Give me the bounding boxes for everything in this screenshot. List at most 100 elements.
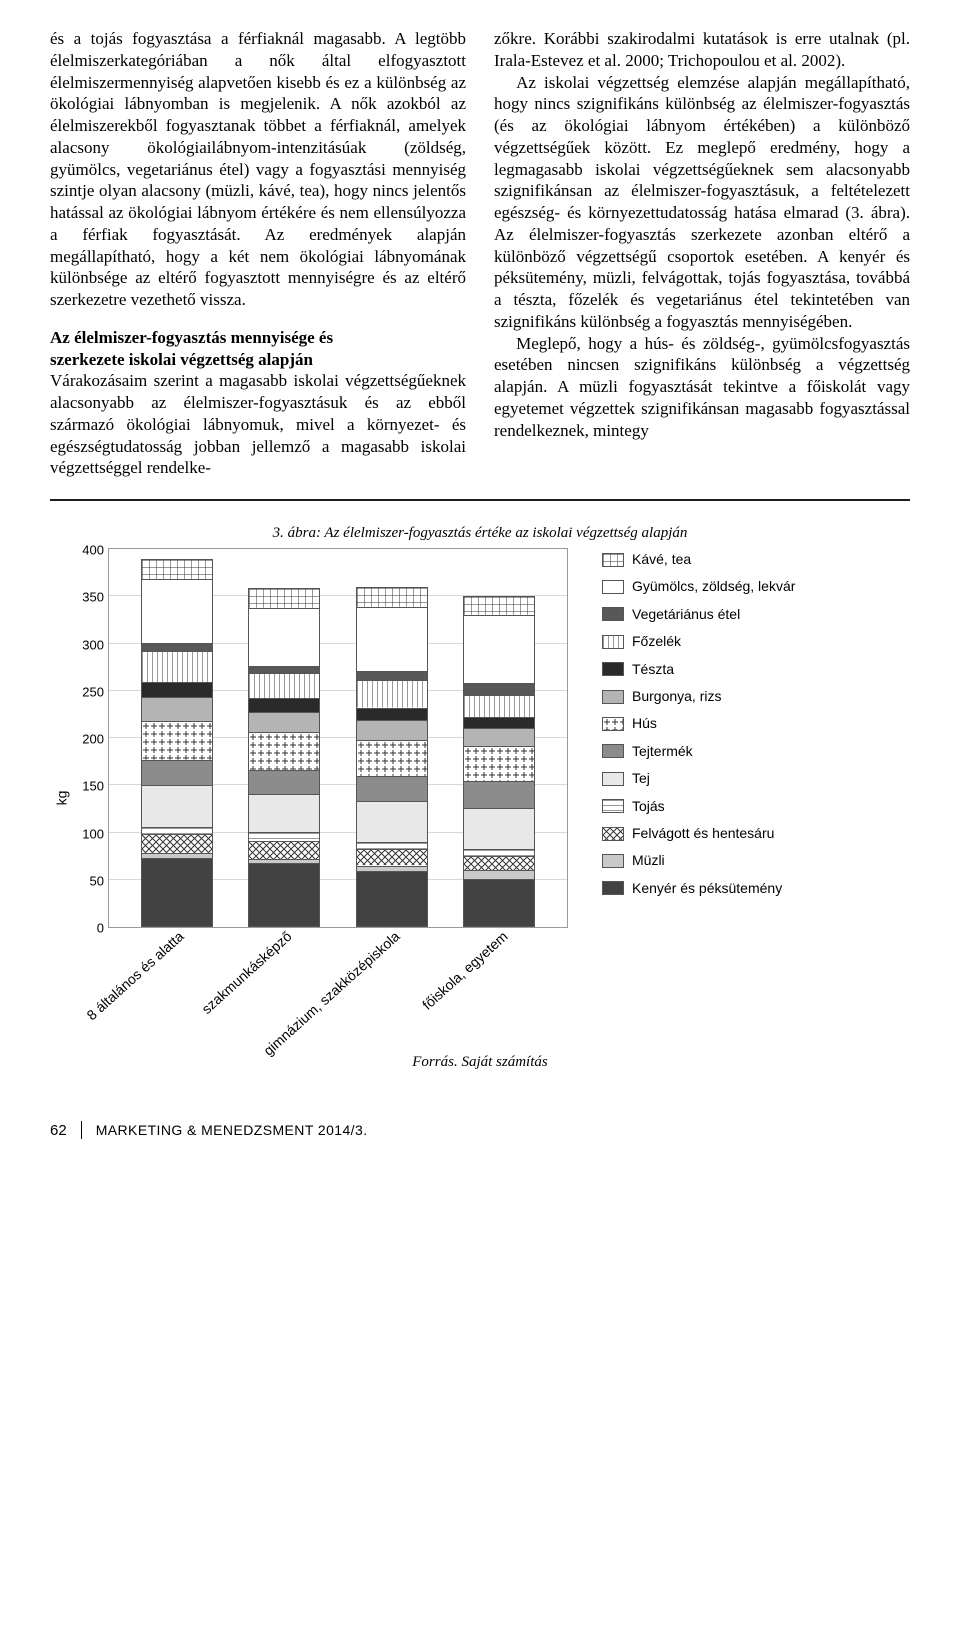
bar-segment-tej: [463, 809, 535, 851]
legend-swatch: [602, 607, 624, 621]
legend-label: Müzli: [632, 853, 665, 868]
bar-segment-felvagott: [463, 857, 535, 871]
legend-swatch: [602, 799, 624, 813]
bar-column: [141, 559, 213, 927]
page-number: 62: [50, 1122, 67, 1139]
bar-segment-fozelek: [356, 681, 428, 708]
para-4: Az iskolai végzettség elemzése alapján m…: [494, 72, 910, 333]
bar-segment-muzli: [248, 860, 320, 864]
bar-segment-hus: [463, 747, 535, 782]
bar-segment-fozelek: [463, 696, 535, 719]
journal-title: MARKETING & MENEDZSMENT 2014/3.: [96, 1122, 368, 1138]
legend-item-muzli: Müzli: [602, 853, 910, 868]
bar-segment-gyumolcs_zoldseg: [248, 609, 320, 668]
left-column: és a tojás fogyasztása a férfiaknál maga…: [50, 28, 466, 479]
bar-segment-burgonya_rizs: [141, 698, 213, 722]
bar-segment-hus: [248, 733, 320, 771]
legend-label: Felvágott és hentesáru: [632, 826, 774, 841]
bar-segment-burgonya_rizs: [463, 729, 535, 747]
y-tick: 50: [90, 874, 104, 887]
bar-segment-felvagott: [248, 842, 320, 860]
legend-swatch: [602, 772, 624, 786]
legend-item-tojas: Tojás: [602, 799, 910, 814]
bar-segment-vegetarians: [356, 672, 428, 681]
bar-segment-kenyer: [463, 880, 535, 927]
legend-swatch: [602, 580, 624, 594]
legend-label: Hús: [632, 716, 657, 731]
legend-swatch: [602, 744, 624, 758]
y-tick: 100: [82, 827, 104, 840]
bar-segment-burgonya_rizs: [356, 721, 428, 741]
legend-swatch: [602, 553, 624, 567]
heading-line2: szerkezete iskolai végzettség alapján: [50, 349, 466, 371]
bar-segment-burgonya_rizs: [248, 713, 320, 734]
legend-item-felvagott: Felvágott és hentesáru: [602, 826, 910, 841]
category-label: 8 általános és alatta: [83, 928, 186, 1023]
figure-caption: 3. ábra: Az élelmiszer-fogyasztás értéke…: [50, 525, 910, 542]
para-3: zőkre. Korábbi szakirodalmi kutatások is…: [494, 28, 910, 72]
legend-swatch: [602, 635, 624, 649]
bar-segment-tojas: [141, 828, 213, 836]
legend-item-teszta: Tészta: [602, 662, 910, 677]
legend-item-kenyer: Kenyér és péksütemény: [602, 881, 910, 896]
y-tick: 300: [82, 638, 104, 651]
bar-segment-teszta: [463, 718, 535, 728]
legend-item-burgonya_rizs: Burgonya, rizs: [602, 689, 910, 704]
bar-segment-teszta: [248, 699, 320, 712]
legend-label: Vegetáriánus étel: [632, 607, 740, 622]
legend-swatch: [602, 827, 624, 841]
legend-item-hus: Hús: [602, 716, 910, 731]
para-2: Várakozásaim szerint a magasabb iskolai …: [50, 370, 466, 479]
footer: 62 MARKETING & MENEDZSMENT 2014/3.: [50, 1121, 910, 1139]
bar-segment-felvagott: [141, 835, 213, 854]
heading-line1: Az élelmiszer-fogyasztás mennyisége és: [50, 327, 466, 349]
bar-segment-tojas: [248, 833, 320, 842]
legend-label: Kenyér és péksütemény: [632, 881, 782, 896]
bar-segment-tej: [141, 786, 213, 828]
legend-item-gyumolcs_zoldseg: Gyümölcs, zöldség, lekvár: [602, 579, 910, 594]
bar-segment-kave_tea: [248, 588, 320, 609]
bar-segment-muzli: [141, 854, 213, 859]
y-tick: 0: [97, 922, 104, 935]
bar-segment-vegetarians: [463, 684, 535, 695]
legend-label: Tojás: [632, 799, 665, 814]
bar-column: [463, 596, 535, 927]
right-column: zőkre. Korábbi szakirodalmi kutatások is…: [494, 28, 910, 479]
y-tick: 150: [82, 780, 104, 793]
bar-column: [356, 587, 428, 927]
bar-segment-kave_tea: [463, 596, 535, 616]
bar-segment-tejtermek: [356, 777, 428, 803]
para-5: Meglepő, hogy a hús- és zöldség-, gyümöl…: [494, 333, 910, 442]
y-axis-label: kg: [53, 791, 69, 806]
legend-item-tejtermek: Tejtermék: [602, 744, 910, 759]
bar-segment-hus: [141, 722, 213, 761]
plot-area: [108, 548, 568, 928]
legend-label: Tészta: [632, 662, 674, 677]
legend-swatch: [602, 881, 624, 895]
bar-column: [248, 588, 320, 927]
bar-segment-tejtermek: [463, 782, 535, 809]
legend-item-tej: Tej: [602, 771, 910, 786]
legend-label: Tej: [632, 771, 650, 786]
bar-segment-gyumolcs_zoldseg: [463, 616, 535, 684]
bar-segment-teszta: [141, 683, 213, 698]
legend-swatch: [602, 854, 624, 868]
bar-segment-gyumolcs_zoldseg: [141, 580, 213, 643]
bar-segment-vegetarians: [141, 644, 213, 653]
legend-swatch: [602, 717, 624, 731]
para-1: és a tojás fogyasztása a férfiaknál maga…: [50, 28, 466, 311]
figure-source: Forrás. Saját számítás: [50, 1054, 910, 1071]
legend-label: Gyümölcs, zöldség, lekvár: [632, 579, 795, 594]
legend-label: Főzelék: [632, 634, 681, 649]
legend-item-kave_tea: Kávé, tea: [602, 552, 910, 567]
bar-segment-hus: [356, 741, 428, 777]
y-tick: 200: [82, 733, 104, 746]
bar-segment-kenyer: [248, 864, 320, 927]
bar-segment-gyumolcs_zoldseg: [356, 608, 428, 672]
category-labels: 8 általános és alattaszakmunkásképzőgimn…: [108, 928, 568, 1048]
bar-segment-kave_tea: [141, 559, 213, 581]
bar-segment-teszta: [356, 709, 428, 721]
legend: Kávé, tea Gyümölcs, zöldség, lekvár Vegetá…: [568, 548, 910, 1048]
bar-segment-felvagott: [356, 850, 428, 866]
legend-swatch: [602, 690, 624, 704]
